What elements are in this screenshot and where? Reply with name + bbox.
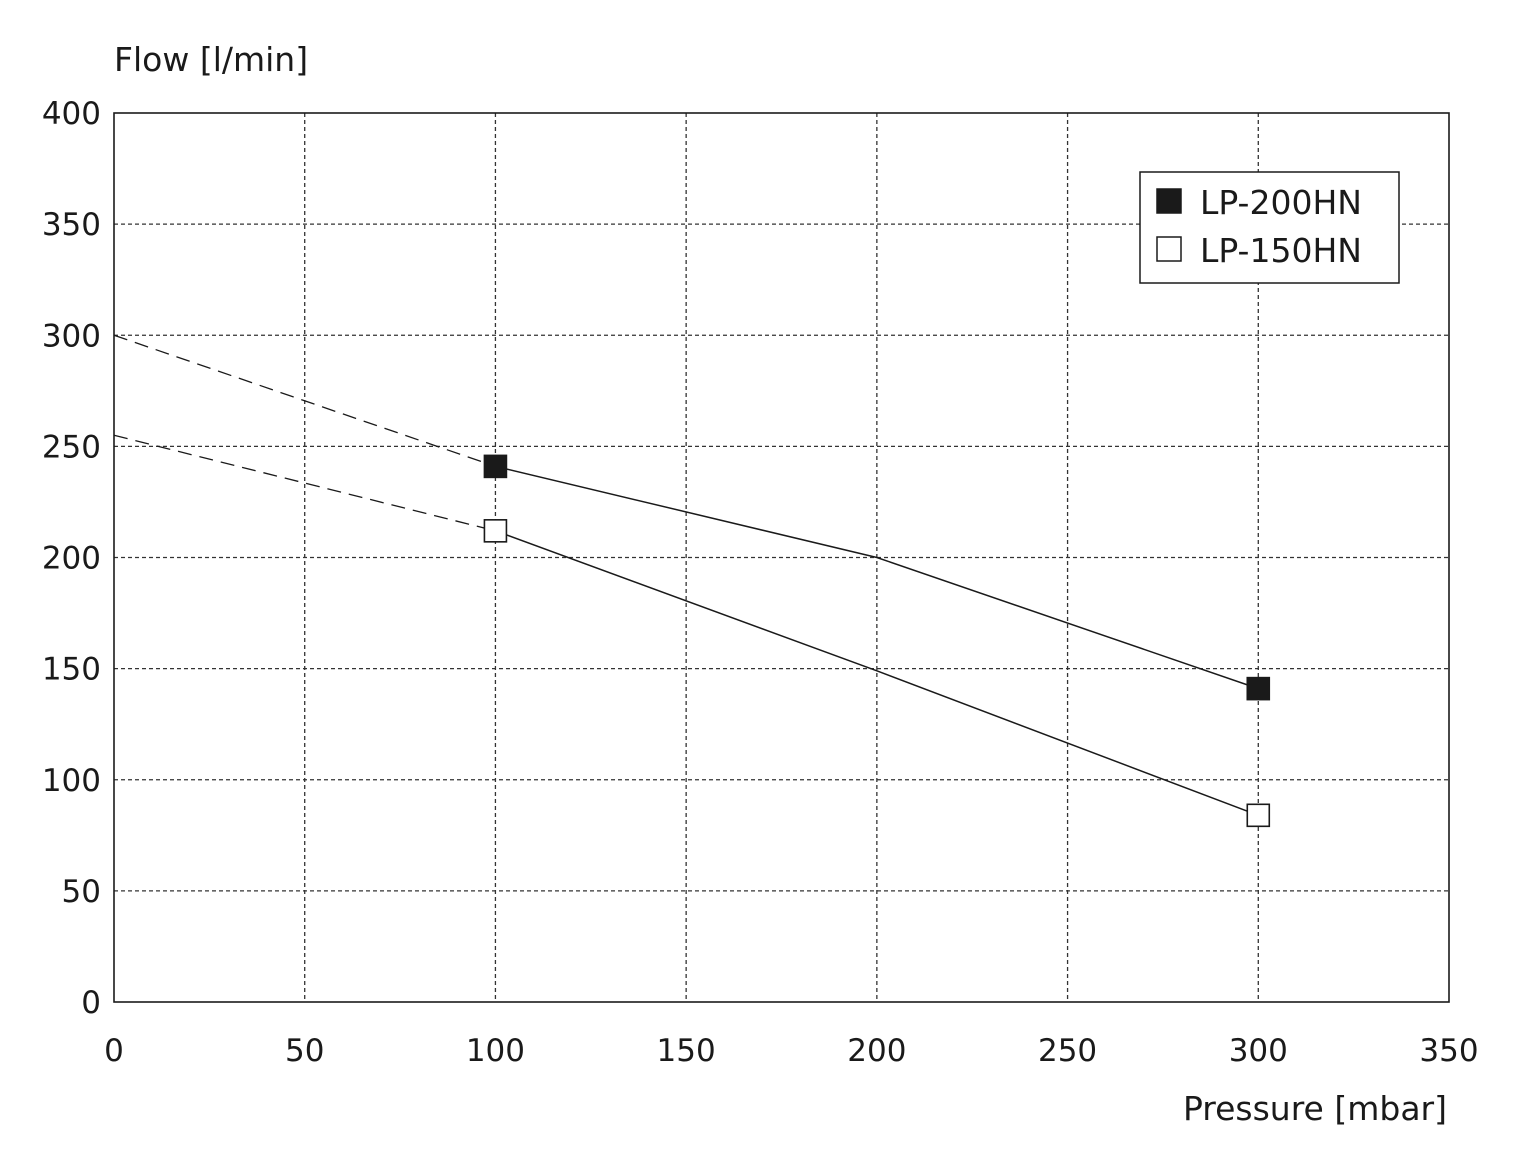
x-tick-label: 250: [1038, 1033, 1097, 1069]
grid: [114, 113, 1449, 1002]
series-line-lp-200hn: [495, 465, 1259, 690]
x-tick-label: 0: [104, 1033, 124, 1069]
series-line-lp-150hn: [495, 530, 1259, 817]
y-axis-ticks: 0 50 100 150 200 250 300 350 400: [42, 96, 101, 1021]
x-tick-label: 100: [466, 1033, 525, 1069]
x-tick-label: 150: [657, 1033, 716, 1069]
x-axis-ticks: 0 50 100 150 200 250 300 350: [104, 1033, 1478, 1069]
legend-box: [1139, 171, 1400, 284]
y-tick-label: 150: [42, 652, 101, 688]
legend-marker-lp-150hn: [1156, 236, 1182, 262]
series-plot: [113, 334, 1271, 828]
legend: LP-200HN LP-150HN: [1139, 171, 1400, 284]
x-tick-label: 300: [1229, 1033, 1288, 1069]
y-tick-label: 200: [42, 541, 101, 577]
data-point-lp-200hn: [483, 454, 508, 479]
data-point-lp-200hn: [1246, 676, 1271, 701]
y-tick-label: 350: [42, 207, 101, 243]
y-tick-label: 300: [42, 318, 101, 354]
legend-marker-lp-200hn: [1156, 188, 1182, 214]
y-tick-label: 100: [42, 763, 101, 799]
y-tick-label: 250: [42, 429, 101, 465]
plot-frame: [113, 112, 1450, 1003]
y-tick-label: 50: [62, 874, 101, 910]
data-point-lp-150hn: [1246, 803, 1271, 828]
legend-label-lp-150hn: LP-150HN: [1200, 231, 1362, 270]
y-tick-label: 400: [42, 96, 101, 132]
x-tick-label: 350: [1419, 1033, 1478, 1069]
y-tick-label: 0: [81, 985, 101, 1021]
legend-label-lp-200hn: LP-200HN: [1200, 183, 1362, 222]
x-axis-title: Pressure [mbar]: [1183, 1089, 1447, 1128]
x-tick-label: 50: [285, 1033, 324, 1069]
x-tick-label: 200: [847, 1033, 906, 1069]
extrapolation-line-lp-200hn: [113, 334, 496, 467]
y-axis-title: Flow [l/min]: [114, 40, 308, 79]
data-point-lp-150hn: [483, 519, 508, 543]
